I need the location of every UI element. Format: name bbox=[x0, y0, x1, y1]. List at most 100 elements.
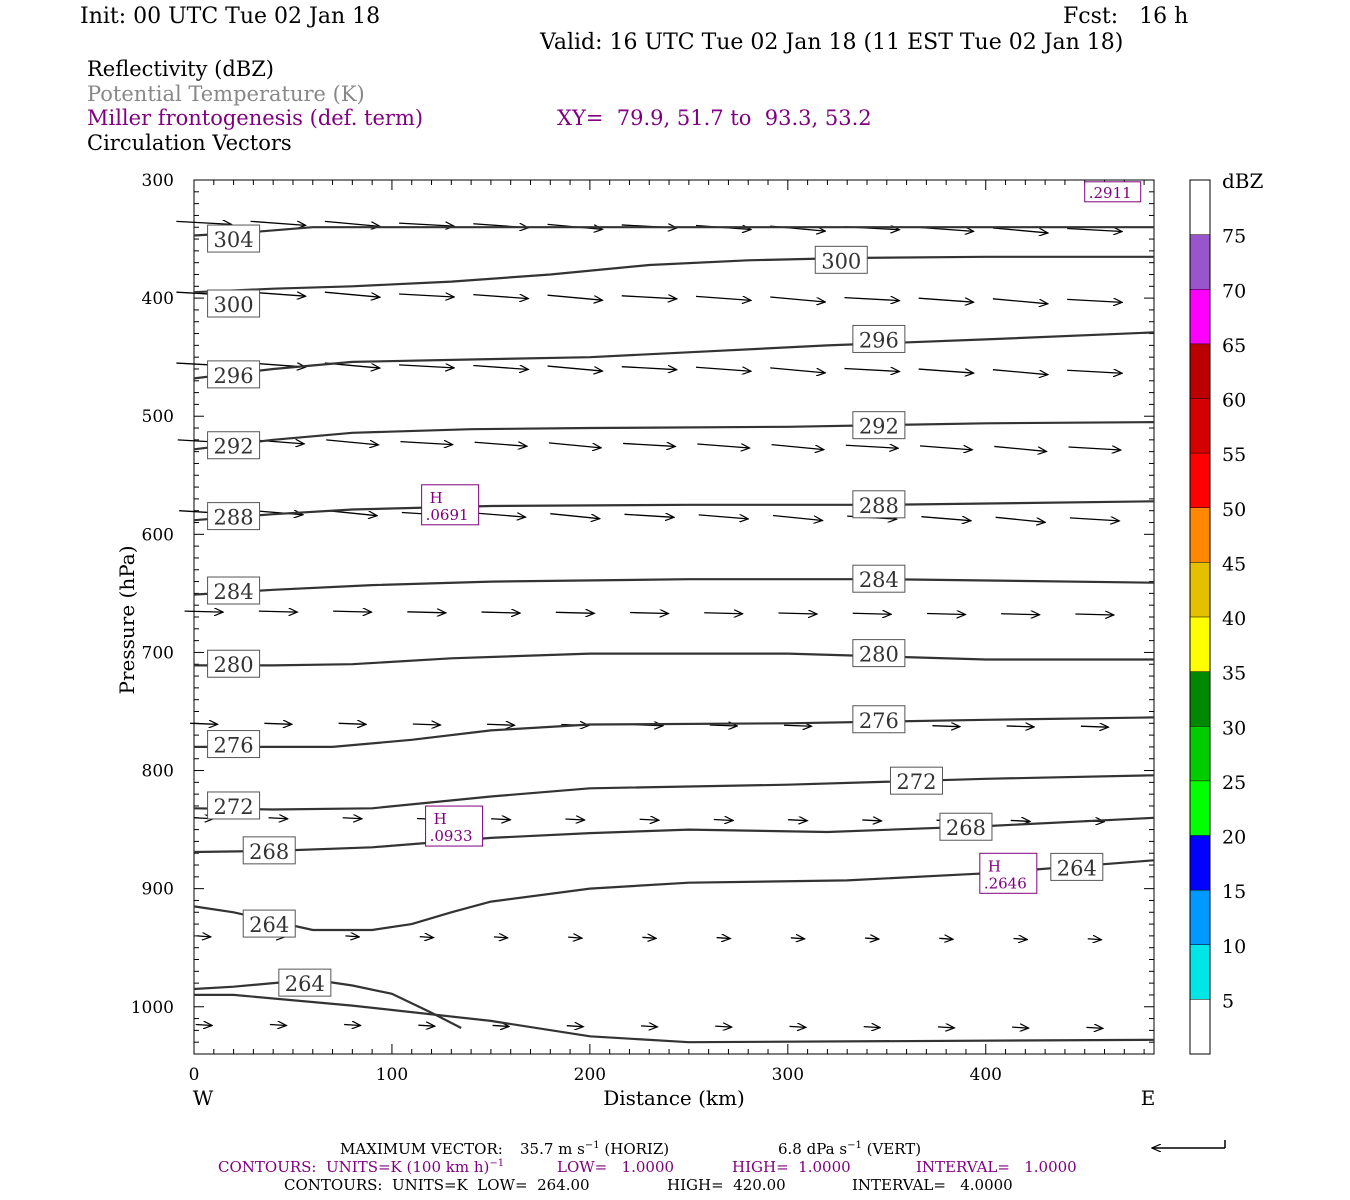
circulation-vector bbox=[862, 820, 881, 821]
valid-time: Valid: 16 UTC Tue 02 Jan 18 (11 EST Tue … bbox=[540, 30, 1124, 55]
y-tick-label: 300 bbox=[142, 171, 174, 191]
fronto-max-label: H bbox=[434, 810, 447, 828]
theta-contour-300 bbox=[193, 255, 1154, 294]
colorbar-segment bbox=[1190, 234, 1210, 290]
circulation-vector bbox=[324, 291, 380, 297]
circulation-vector bbox=[639, 819, 659, 820]
circulation-vector bbox=[1075, 614, 1114, 615]
circulation-vector bbox=[412, 724, 441, 725]
theta-contour-296 bbox=[193, 331, 1155, 380]
cross-section-xy: XY= 79.9, 51.7 to 93.3, 53.2 bbox=[557, 106, 872, 130]
theta-label-box bbox=[852, 411, 906, 440]
colorbar-segment bbox=[1190, 780, 1210, 836]
circulation-vector bbox=[1069, 518, 1120, 521]
circulation-vector bbox=[473, 364, 528, 369]
colorbar-segment bbox=[1190, 398, 1210, 454]
circulation-vector bbox=[992, 369, 1048, 375]
theta-contour-label: 292 bbox=[214, 435, 254, 459]
circulation-vector bbox=[493, 937, 508, 938]
theta-contour-264 bbox=[193, 978, 462, 1029]
theta-contour-label: 296 bbox=[859, 328, 899, 352]
theta-label-box bbox=[207, 730, 261, 759]
theta-contour-label: 292 bbox=[859, 415, 899, 439]
colorbar-tick-label: 25 bbox=[1222, 772, 1246, 794]
circulation-vector bbox=[400, 442, 452, 445]
circulation-vector bbox=[926, 613, 966, 614]
colorbar-tick-label: 55 bbox=[1222, 444, 1246, 466]
colorbar-tick-label: 5 bbox=[1222, 990, 1234, 1012]
colorbar-tick-label: 20 bbox=[1222, 827, 1246, 849]
circulation-vector bbox=[994, 445, 1046, 451]
theta-label-box bbox=[207, 224, 261, 253]
circulation-vector bbox=[771, 443, 824, 450]
field-circulation: Circulation Vectors bbox=[87, 131, 292, 155]
circulation-vector bbox=[568, 937, 582, 938]
circulation-vector bbox=[716, 938, 731, 939]
circulation-vector bbox=[555, 612, 595, 613]
circulation-vector bbox=[419, 937, 434, 938]
fronto-max-label: H bbox=[430, 489, 443, 507]
circulation-vector bbox=[1067, 229, 1122, 232]
circulation-vector bbox=[642, 937, 656, 938]
theta-contour-276 bbox=[194, 716, 1155, 748]
circulation-vector bbox=[418, 1025, 435, 1026]
circulation-vector bbox=[399, 294, 454, 297]
circulation-vector bbox=[715, 1026, 732, 1027]
theta-contour-272 bbox=[193, 774, 1155, 811]
circulation-vector bbox=[1013, 939, 1028, 940]
circulation-vector bbox=[1067, 299, 1122, 302]
circulation-vector bbox=[253, 511, 303, 515]
theta-contour-label: 280 bbox=[859, 643, 899, 667]
colorbar-segment bbox=[1190, 944, 1210, 1000]
plot-frame bbox=[193, 179, 1155, 1055]
fronto-max-label: H bbox=[988, 857, 1001, 875]
y-axis-label: Pressure (hPa) bbox=[115, 546, 139, 695]
reference-vector bbox=[1152, 1140, 1226, 1148]
circulation-vector bbox=[176, 221, 231, 224]
circulation-vector bbox=[918, 368, 974, 373]
footer-fronto-low: LOW= 1.0000 bbox=[557, 1158, 675, 1176]
x-tick-label: 200 bbox=[574, 1065, 606, 1085]
footer-max-vector-label: MAXIMUM VECTOR: bbox=[340, 1140, 503, 1158]
circulation-vector bbox=[770, 296, 825, 302]
y-tick-label: 400 bbox=[142, 289, 174, 309]
x-tick-label: 0 bbox=[189, 1065, 200, 1085]
circulation-vector bbox=[992, 227, 1048, 233]
circulation-vector bbox=[190, 723, 218, 724]
x-tick-label: 100 bbox=[376, 1065, 408, 1085]
circulation-vector bbox=[995, 516, 1046, 522]
circulation-vector bbox=[565, 819, 584, 820]
theta-contour-264 bbox=[193, 859, 1155, 932]
fronto-max-box bbox=[1084, 181, 1142, 203]
theta-label-box bbox=[242, 836, 296, 865]
circulation-vector bbox=[492, 1025, 510, 1026]
circulation-vector bbox=[268, 818, 287, 819]
circulation-vector bbox=[264, 723, 292, 724]
circulation-vector bbox=[333, 611, 372, 612]
theta-label-box bbox=[939, 812, 993, 841]
colorbar-segment bbox=[1190, 999, 1210, 1054]
x-right-label: E bbox=[1141, 1086, 1156, 1110]
theta-contour-label: 276 bbox=[859, 709, 899, 733]
circulation-vector bbox=[548, 442, 601, 448]
footer-theta-interval: INTERVAL= 4.0000 bbox=[852, 1176, 1013, 1194]
circulation-vector bbox=[939, 938, 953, 939]
circulation-vector bbox=[844, 368, 899, 371]
theta-contour-label: 264 bbox=[249, 913, 289, 937]
circulation-vector bbox=[789, 1026, 806, 1027]
circulation-vector bbox=[487, 724, 515, 725]
theta-label-box bbox=[852, 705, 906, 734]
theta-contour-268 bbox=[193, 816, 1155, 854]
colorbar-segment bbox=[1190, 726, 1210, 781]
colorbar-segment bbox=[1190, 343, 1210, 399]
theta-contour-label: 304 bbox=[214, 228, 254, 252]
y-tick-label: 1000 bbox=[131, 998, 174, 1018]
colorbar-tick-label: 35 bbox=[1222, 663, 1246, 685]
circulation-vector bbox=[937, 1027, 955, 1028]
circulation-vector bbox=[326, 439, 378, 445]
circulation-vector bbox=[258, 611, 298, 612]
x-tick-label: 300 bbox=[772, 1065, 804, 1085]
circulation-vector bbox=[697, 444, 749, 448]
circulation-vector bbox=[921, 517, 971, 521]
theta-contour-304 bbox=[193, 226, 1154, 237]
